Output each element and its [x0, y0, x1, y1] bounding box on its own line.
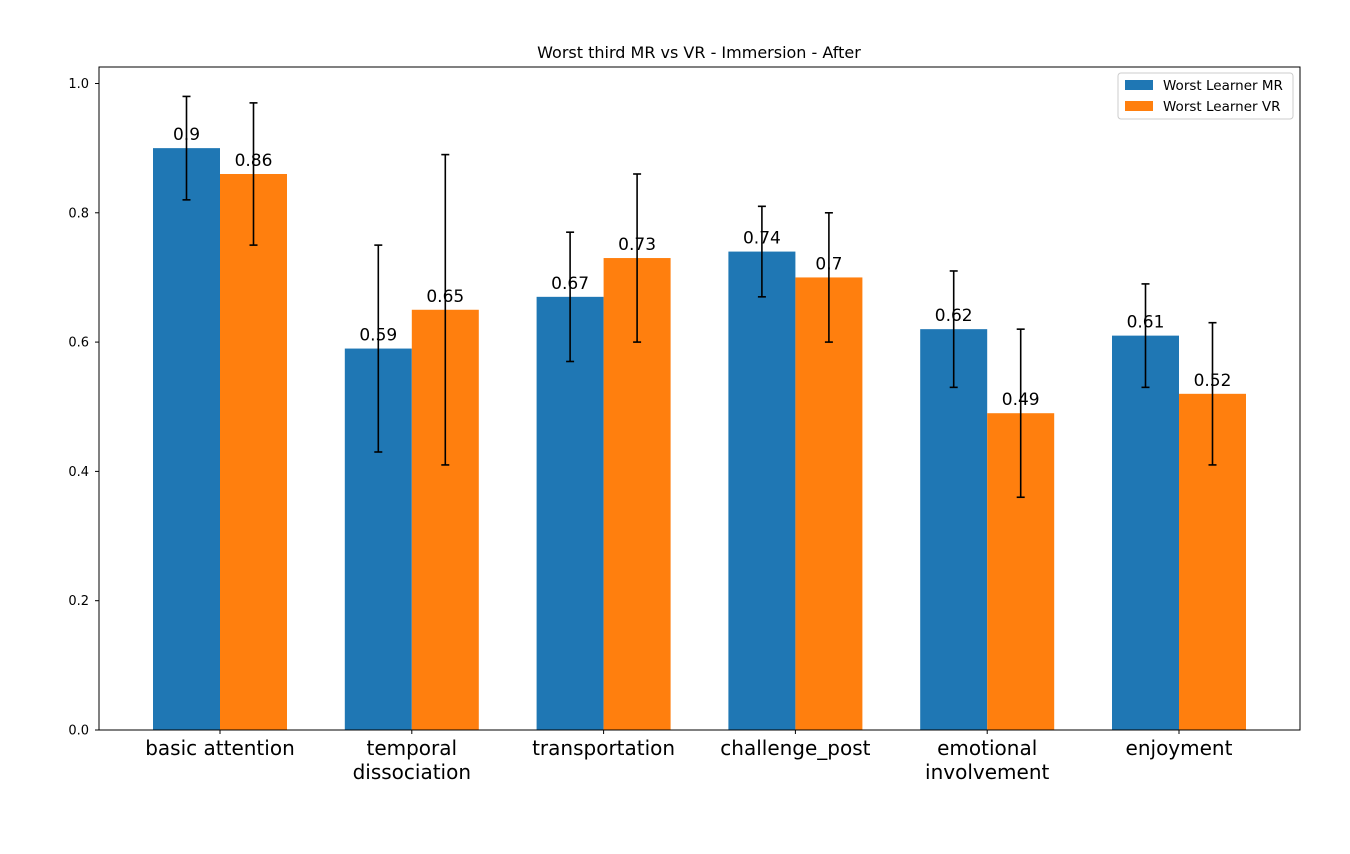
data-label: 0.59 [359, 326, 397, 346]
y-tick-label: 0.0 [68, 724, 89, 739]
y-tick-label: 0.4 [68, 465, 89, 480]
legend: Worst Learner MR Worst Learner VR [1117, 72, 1294, 120]
data-label: 0.86 [235, 151, 273, 171]
bar-mr-5 [1112, 335, 1179, 730]
errorbars-layer [182, 95, 1217, 499]
error-bar [374, 244, 383, 453]
data-label: 0.74 [743, 229, 781, 249]
error-bar [824, 211, 833, 343]
chart-title: Worst third MR vs VR - Immersion - After [537, 43, 861, 62]
error-bar [249, 102, 258, 246]
data-label: 0.9 [173, 125, 200, 145]
error-bar [1141, 283, 1150, 389]
x-tick-label: emotional involvement [925, 736, 1049, 784]
data-label: 0.52 [1194, 371, 1232, 391]
legend-label: Worst Learner VR [1163, 99, 1280, 115]
data-label: 0.65 [426, 287, 464, 307]
error-bar [1208, 321, 1217, 466]
x-tick-label: enjoyment [1126, 736, 1233, 760]
data-label: 0.73 [618, 235, 656, 255]
error-bar [1016, 328, 1025, 499]
bar-vr-0 [220, 173, 287, 730]
y-tick-label: 0.2 [68, 594, 89, 609]
legend-label: Worst Learner MR [1163, 78, 1283, 94]
x-tick-label: transportation [532, 736, 675, 760]
data-label: 0.62 [935, 306, 973, 326]
y-tick-label: 1.0 [68, 77, 89, 92]
bar-mr-2 [536, 296, 604, 730]
bar-mr-3 [728, 251, 796, 730]
y-tick-label: 0.6 [68, 336, 89, 351]
bars-layer [153, 148, 1246, 730]
legend-box [1117, 72, 1294, 120]
data-labels-layer: 0.9 0.59 0.67 0.74 0.62 0.61 0.86 0.65 0.73 0.7 0.… [173, 125, 1231, 410]
x-tick-label: temporal dissociation [353, 736, 471, 784]
error-bar [633, 173, 642, 343]
bar-vr-3 [795, 277, 863, 730]
x-axis: basic attention temporal dissociation trans… [145, 730, 1233, 784]
data-label: 0.61 [1127, 313, 1165, 333]
data-label: 0.67 [551, 274, 589, 294]
error-bar [949, 270, 958, 389]
error-bar [757, 205, 766, 298]
error-bar [182, 95, 191, 201]
y-tick-label: 0.8 [68, 206, 89, 221]
legend-swatch [1125, 101, 1153, 111]
error-bar [441, 153, 450, 466]
y-axis: 0.0 0.2 0.4 0.6 0.8 1.0 [68, 77, 99, 739]
legend-swatch [1125, 80, 1153, 90]
x-tick-label: challenge_post [720, 736, 870, 760]
bar-mr-0 [153, 148, 220, 730]
error-bar [566, 231, 575, 363]
x-tick-label: basic attention [145, 736, 295, 760]
data-label: 0.7 [815, 254, 842, 274]
plot-frame [98, 66, 1301, 731]
bar-mr-4 [920, 329, 988, 730]
data-label: 0.49 [1002, 390, 1040, 410]
